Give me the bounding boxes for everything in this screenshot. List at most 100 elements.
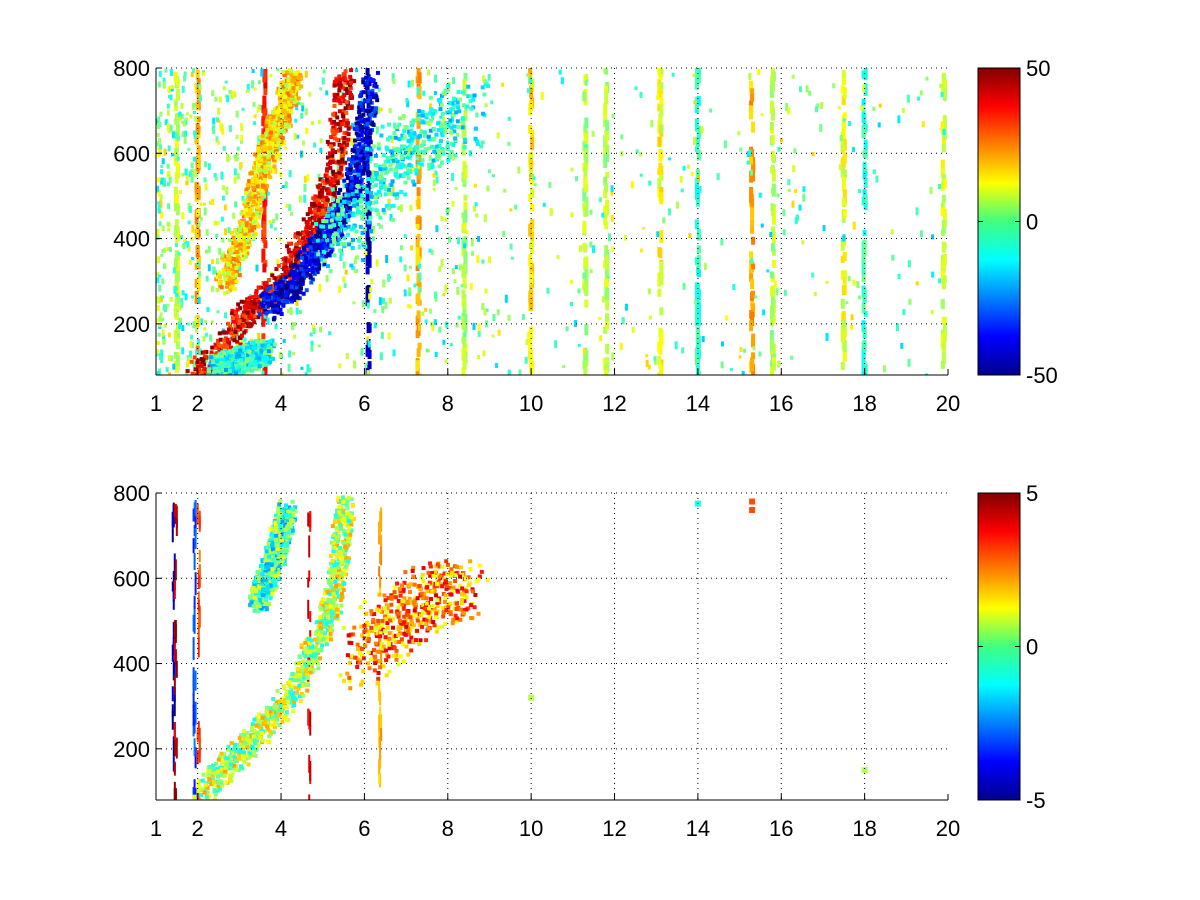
heatmap-cell	[296, 286, 301, 291]
heatmap-cell	[278, 237, 282, 242]
heatmap-cell	[401, 114, 406, 119]
heatmap-cell	[330, 153, 335, 158]
heatmap-cell	[253, 294, 258, 299]
heatmap-cell	[230, 308, 235, 313]
heatmap-cell	[650, 120, 654, 128]
heatmap-cell	[290, 285, 295, 290]
heatmap-cell	[312, 327, 316, 334]
heatmap-cell	[309, 332, 313, 337]
heatmap-cell	[252, 101, 256, 107]
heatmap-cell	[347, 213, 352, 218]
heatmap-cell	[242, 251, 247, 256]
heatmap-cell	[312, 216, 317, 221]
heatmap-cell	[739, 147, 743, 152]
heatmap-cell	[345, 89, 350, 94]
heatmap-cell	[350, 191, 355, 196]
heatmap-cell	[216, 221, 220, 226]
heatmap-cell	[233, 322, 238, 327]
heatmap-cell	[228, 288, 233, 293]
heatmap-cell	[257, 80, 261, 85]
heatmap-cell	[940, 121, 945, 135]
heatmap-cell	[452, 124, 457, 129]
heatmap-cell	[274, 324, 278, 330]
heatmap-cell	[360, 193, 365, 198]
heatmap-cell	[161, 249, 165, 254]
heatmap-cell	[276, 277, 281, 282]
heatmap-cell	[349, 199, 354, 204]
heatmap-cell	[696, 314, 701, 327]
heatmap-cell	[295, 251, 300, 256]
heatmap-cell	[316, 252, 321, 257]
heatmap-cell	[771, 169, 776, 182]
heatmap-cell	[276, 140, 281, 145]
heatmap-cell	[492, 314, 496, 322]
heatmap-cell	[286, 94, 291, 99]
heatmap-cell	[808, 90, 812, 96]
heatmap-cell	[398, 149, 403, 154]
heatmap-cell	[657, 136, 662, 147]
heatmap-cell	[387, 191, 392, 196]
heatmap-cell	[265, 303, 270, 308]
heatmap-cell	[320, 221, 325, 226]
heatmap-cell	[604, 85, 609, 92]
heatmap-cell	[173, 203, 178, 212]
heatmap-cell	[156, 185, 160, 193]
heatmap-cell	[921, 121, 925, 128]
heatmap-cell	[271, 134, 276, 139]
heatmap-cell	[329, 134, 334, 139]
heatmap-cell	[342, 135, 347, 140]
heatmap-cell	[857, 295, 861, 300]
heatmap-cell	[861, 347, 866, 358]
heatmap-cell	[422, 149, 427, 154]
heatmap-cell	[509, 243, 513, 250]
heatmap-cell	[403, 264, 407, 272]
heatmap-cell	[204, 332, 208, 337]
heatmap-cell	[435, 225, 439, 233]
heatmap-cell	[247, 228, 252, 233]
heatmap-cell	[252, 160, 256, 165]
heatmap-cell	[365, 189, 370, 194]
heatmap-cell	[169, 94, 173, 101]
heatmap-cell	[405, 97, 409, 103]
heatmap-cell	[274, 285, 279, 290]
heatmap-cell	[284, 113, 289, 118]
heatmap-cell	[252, 301, 257, 306]
heatmap-cell	[323, 243, 328, 248]
heatmap-cell	[697, 176, 701, 181]
heatmap-cell	[279, 312, 284, 317]
heatmap-cell	[583, 363, 588, 373]
heatmap-cell	[277, 120, 282, 125]
heatmap-cell	[195, 345, 200, 355]
heatmap-cell	[174, 243, 178, 248]
heatmap-cell	[245, 88, 249, 93]
heatmap-cell	[277, 279, 282, 284]
heatmap-cell	[446, 140, 450, 148]
heatmap-cell	[328, 178, 333, 183]
heatmap-cell	[782, 229, 786, 236]
heatmap-cell	[263, 305, 268, 310]
heatmap-cell	[260, 148, 265, 153]
heatmap-cell	[205, 275, 209, 282]
heatmap-cell	[603, 214, 608, 225]
heatmap-cell	[863, 151, 868, 158]
heatmap-cell	[388, 163, 393, 168]
heatmap-cell	[861, 302, 866, 314]
heatmap-cell	[274, 294, 279, 299]
heatmap-cell	[725, 315, 729, 321]
heatmap-cell	[659, 307, 664, 316]
heatmap-cell	[368, 293, 372, 300]
heatmap-cell	[363, 136, 368, 141]
heatmap-cell	[158, 70, 162, 77]
heatmap-cell	[353, 143, 358, 148]
heatmap-cell	[362, 240, 367, 245]
heatmap-cell	[291, 81, 296, 86]
heatmap-cell	[216, 342, 221, 347]
heatmap-cell	[463, 236, 468, 248]
heatmap-cell	[366, 177, 371, 182]
heatmap-cell	[194, 262, 199, 270]
heatmap-cell	[283, 294, 288, 299]
heatmap-cell	[460, 120, 465, 125]
heatmap-cell	[696, 125, 701, 138]
heatmap-cell	[184, 130, 188, 137]
heatmap-cell	[166, 109, 170, 116]
